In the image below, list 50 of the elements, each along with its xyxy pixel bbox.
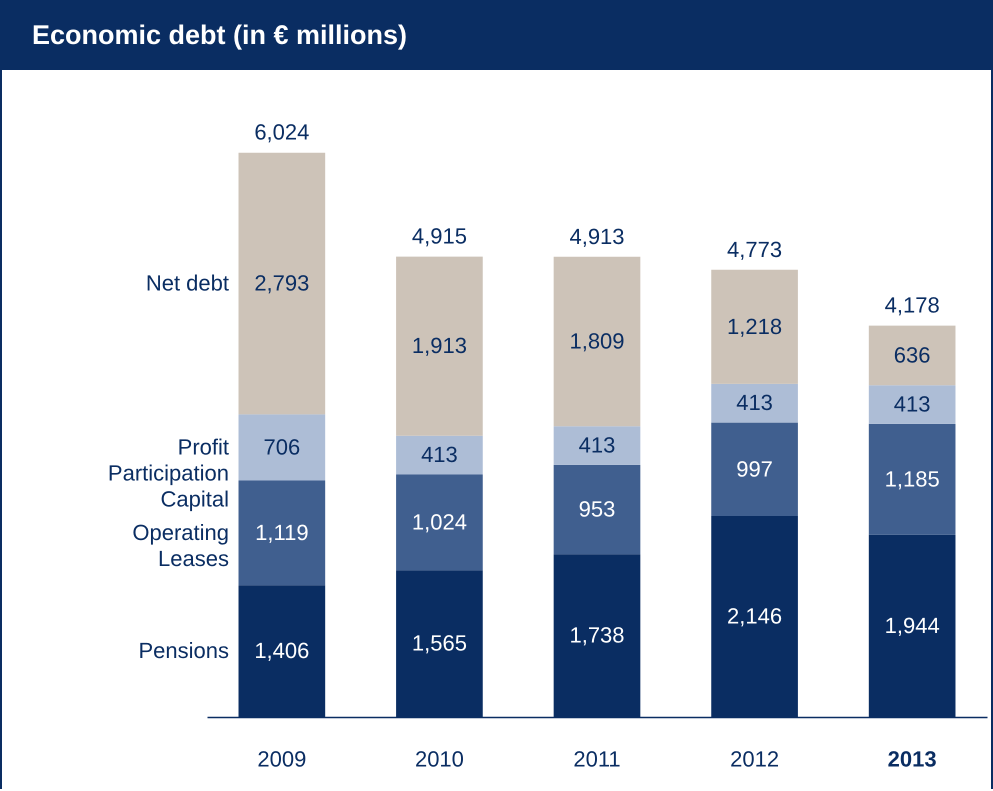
bar [711, 422, 798, 516]
bar [711, 384, 798, 423]
data-label: 1,185 [884, 466, 940, 492]
bar [238, 414, 326, 480]
bar [396, 474, 483, 570]
data-label: 2,146 [727, 603, 782, 628]
chart-title: Economic debt (in € millions) [2, 0, 991, 70]
series-label: Operating Leases [132, 520, 229, 571]
bar [396, 256, 483, 436]
total-label: 4,773 [727, 236, 782, 262]
data-label: 413 [421, 442, 458, 468]
data-label: 1,913 [412, 333, 467, 358]
bar [868, 326, 956, 386]
total-label: 4,915 [412, 224, 467, 249]
bar [868, 424, 956, 535]
data-label: 997 [736, 456, 773, 482]
data-label: 1,024 [412, 509, 467, 534]
total-label: 4,178 [884, 292, 940, 318]
x-tick-label: 2013 [888, 746, 937, 772]
data-label: 1,218 [727, 314, 782, 339]
bar [554, 464, 640, 554]
data-label: 1,944 [884, 612, 940, 638]
x-tick-label: 2010 [414, 746, 464, 772]
x-tick-label: 2012 [730, 746, 780, 772]
bar [238, 480, 326, 586]
bar [554, 426, 640, 465]
bar [554, 256, 640, 426]
series-label: Pensions [138, 638, 229, 664]
data-label: 413 [578, 432, 616, 458]
data-label: 1,119 [255, 520, 309, 545]
x-tick-label: 2009 [257, 746, 306, 772]
bar [396, 436, 483, 474]
data-label: 413 [894, 392, 931, 417]
total-label: 6,024 [254, 120, 310, 145]
bar [868, 385, 956, 424]
data-label: 1,406 [254, 638, 310, 664]
data-label: 1,809 [569, 328, 625, 354]
data-label: 1,738 [569, 622, 625, 648]
data-label: 413 [736, 390, 773, 416]
data-label: 706 [263, 434, 300, 460]
data-label: 1,565 [412, 630, 467, 656]
data-label: 953 [578, 496, 616, 522]
total-label: 4,913 [569, 224, 625, 249]
series-label: Net debt [146, 270, 229, 296]
bar [711, 270, 798, 384]
bar [238, 152, 326, 414]
x-tick-label: 2011 [573, 746, 621, 772]
series-label: Profit Participation Capital [108, 434, 229, 512]
data-label: 636 [894, 342, 931, 368]
data-label: 2,793 [254, 270, 310, 296]
